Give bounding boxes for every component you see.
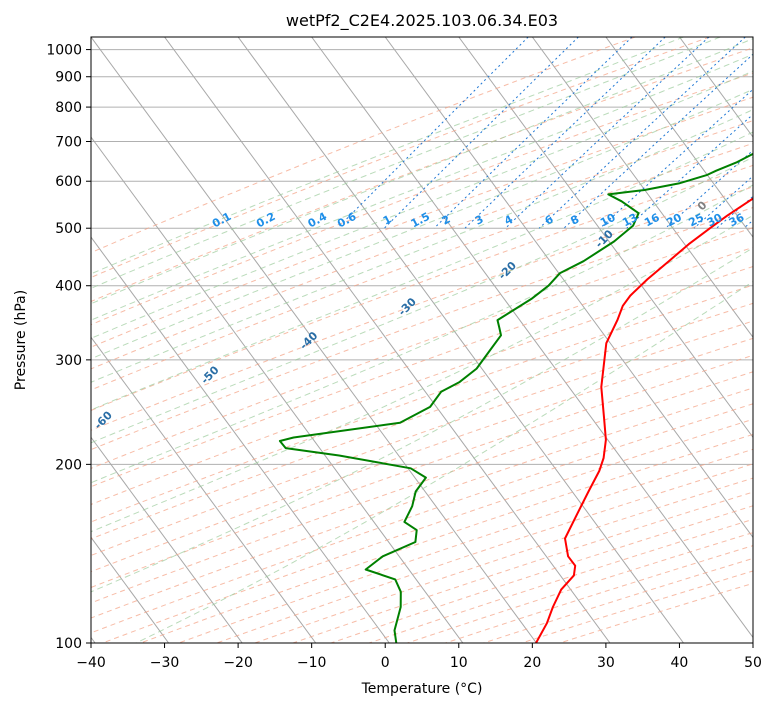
isotherm-label: -50: [198, 363, 221, 386]
y-tick-label: 800: [55, 100, 82, 116]
mixing-ratio-line: [694, 37, 775, 228]
mixing-ratio-label: 0.1: [210, 210, 233, 231]
plot-frame: [91, 37, 753, 643]
sounding-profiles: [280, 50, 775, 643]
dry-adiabat: [560, 37, 775, 643]
y-tick-label: 200: [55, 457, 82, 473]
y-axis-label: Pressure (hPa): [13, 290, 29, 390]
x-tick-label: 20: [523, 655, 541, 671]
isotherm-line: [165, 37, 610, 643]
y-tick-label: 400: [55, 279, 82, 295]
dry-adiabat: [103, 37, 775, 643]
x-tick-label: 30: [597, 655, 615, 671]
mixing-ratio-line: [506, 37, 709, 228]
y-tick-label: 300: [55, 353, 82, 369]
x-tick-label: 50: [744, 655, 762, 671]
dry-adiabat: [64, 37, 775, 643]
mixing-ratio-line: [338, 37, 529, 228]
x-tick-label: 40: [671, 655, 689, 671]
isotherm-label: 0: [695, 198, 710, 213]
y-axis: 100 200 300 400 500 600 700 800 900 1000: [46, 43, 91, 652]
isotherm-label: -60: [92, 408, 115, 431]
mixing-ratio-label: 16: [642, 211, 662, 230]
moist-adiabat: [0, 37, 684, 643]
isotherm-line: [385, 37, 775, 643]
x-tick-label: −40: [76, 655, 106, 671]
y-tick-label: 700: [55, 134, 82, 150]
isotherm-line: [753, 37, 775, 643]
mixing-ratio-label: 10: [598, 211, 618, 230]
temperature-profile-line: [536, 50, 775, 643]
dry-adiabat: [331, 37, 775, 643]
mixing-ratio-line: [465, 37, 665, 228]
mixing-ratio-label: 30: [705, 211, 725, 230]
x-axis-label: Temperature (°C): [361, 681, 483, 697]
mixing-ratio-line: [564, 37, 772, 228]
dry-adiabat: [255, 37, 775, 643]
x-axis: −40 −30 −20 −10 0 10 20 30 40 50: [76, 643, 762, 671]
isotherm-line: [0, 37, 242, 643]
moist-adiabat: [0, 37, 720, 643]
isotherm-label: -70: [0, 463, 1, 486]
isotherm-label: -30: [396, 295, 419, 318]
y-tick-label: 600: [55, 174, 82, 190]
isotherm-label: -20: [496, 259, 519, 282]
mixing-ratio-label: 0.2: [254, 210, 277, 231]
y-tick-label: 900: [55, 70, 82, 86]
y-tick-label: 100: [55, 636, 82, 652]
x-tick-label: 0: [381, 655, 390, 671]
mixing-ratio-label: 1.5: [409, 210, 432, 231]
x-tick-label: −20: [223, 655, 253, 671]
dry-adiabat: [0, 37, 710, 643]
y-tick-label: 500: [55, 221, 82, 237]
dry-adiabat: [522, 37, 775, 643]
x-tick-label: −10: [297, 655, 327, 671]
mixing-ratio-line: [666, 37, 775, 228]
isotherm-line: [17, 37, 462, 643]
dry-adiabat: [445, 37, 775, 643]
background-lines: [0, 37, 775, 643]
mixing-ratio-line: [384, 37, 578, 228]
mixing-ratio-label: 3: [473, 213, 486, 228]
x-tick-label: 10: [450, 655, 468, 671]
x-tick-label: −30: [150, 655, 180, 671]
mixing-ratio-line: [744, 37, 775, 228]
mixing-ratio-label: 4: [502, 212, 515, 227]
isotherm-label: -40: [297, 329, 320, 352]
mixing-ratio-line: [766, 37, 775, 228]
dry-adiabat: [141, 37, 775, 643]
mixing-ratio-label: 0.4: [306, 210, 330, 231]
dry-adiabat: [369, 37, 775, 643]
y-tick-label: 1000: [46, 43, 82, 59]
chart-title: wetPf2_C2E4.2025.103.06.34.E03: [286, 11, 558, 31]
dewpoint-profile-line: [280, 50, 775, 643]
